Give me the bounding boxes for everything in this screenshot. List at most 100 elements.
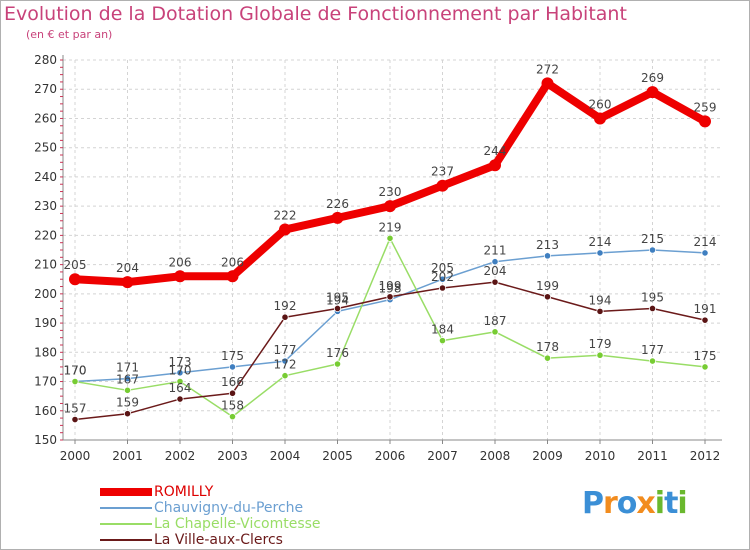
data-label: 199 [379,279,402,293]
data-point [226,270,239,283]
logo-letter: i [677,486,687,521]
legend-item: ROMILLY [100,484,400,500]
data-point [543,252,552,260]
y-tick-label: 280 [34,53,57,67]
proxiti-logo: Proxiti [582,486,688,521]
data-point [699,115,711,128]
data-label: 269 [641,71,664,85]
data-point [489,159,501,172]
plot-area [63,60,722,440]
data-point [228,389,237,397]
data-label: 172 [274,358,297,372]
data-label: 237 [431,165,454,179]
data-label: 205 [431,261,454,275]
data-label: 157 [64,402,87,416]
data-point [71,377,79,386]
data-point [543,293,552,301]
x-tick-label: 2012 [690,449,721,463]
data-point [123,410,132,418]
data-point [281,313,289,321]
data-point [176,395,184,403]
data-label: 213 [536,238,559,252]
data-point [438,284,447,292]
logo-letter: x [636,486,655,521]
data-point [438,275,447,283]
chart-subtitle: (en € et par an) [26,28,113,41]
data-point [281,357,289,365]
data-point [386,234,394,242]
data-label: 205 [64,258,87,272]
y-tick-label: 260 [34,111,57,125]
data-label: 219 [379,220,402,234]
data-label: 177 [641,343,664,357]
data-label: 159 [116,396,139,410]
data-point [174,270,186,283]
x-tick-label: 2010 [585,449,616,463]
data-label: 187 [484,314,507,328]
data-point [228,413,237,421]
data-point [279,223,291,236]
chart-legend: ROMILLY Chauvigny-du-Perche La Chapelle-Vi… [100,484,400,548]
legend-item: Chauvigny-du-Perche [100,500,400,516]
data-label: 260 [589,97,612,111]
data-label: 170 [64,364,87,378]
x-tick-label: 2006 [375,449,406,463]
data-label: 175 [221,349,244,363]
legend-label: La Chapelle-Vicomtesse [154,516,321,532]
logo-letter: P [582,486,604,521]
data-point [596,249,604,257]
x-tick-label: 2008 [480,449,511,463]
data-point [123,386,132,394]
data-label: 176 [326,346,349,360]
data-point [436,179,449,192]
data-point [123,375,132,383]
legend-label: Chauvigny-du-Perche [154,500,304,516]
legend-swatch [100,523,152,525]
data-label: 222 [274,209,297,223]
data-label: 184 [431,323,454,337]
y-tick-label: 210 [34,258,57,272]
data-label: 259 [694,100,717,114]
legend-label: La Ville-aux-Clercs [154,532,283,548]
data-label: 178 [536,340,559,354]
data-point [333,360,342,368]
data-point [491,258,499,266]
x-tick-label: 2005 [322,449,353,463]
legend-label: ROMILLY [154,484,214,500]
data-label: 272 [536,62,559,76]
data-label: 177 [274,343,297,357]
data-label: 226 [326,197,349,211]
data-label: 195 [326,290,349,304]
data-point [646,86,659,99]
data-point [438,337,447,345]
data-label: 204 [484,264,507,278]
data-label: 194 [326,293,349,307]
logo-letter: i [654,486,665,521]
data-point [701,363,709,371]
data-label: 214 [694,235,717,249]
y-tick-label: 270 [34,82,57,96]
data-point [541,77,554,90]
x-tick-label: 2000 [60,449,91,463]
x-tick-label: 2003 [217,449,248,463]
data-label: 206 [221,255,244,269]
y-tick-label: 150 [34,433,57,447]
data-point [386,293,394,301]
data-point [701,316,709,324]
chart-title: Evolution de la Dotation Globale de Fonc… [4,3,627,25]
data-label: 173 [169,355,192,369]
data-point [594,112,606,125]
data-label: 170 [64,364,87,378]
legend-item: La Chapelle-Vicomtesse [100,516,400,532]
data-label: 194 [589,293,612,307]
y-tick-label: 230 [34,199,57,213]
data-point [701,249,709,257]
data-point [121,276,134,289]
y-tick-label: 250 [34,141,57,155]
x-tick-label: 2011 [637,449,668,463]
data-label: 230 [379,185,402,199]
x-tick-label: 2004 [270,449,301,463]
legend-swatch [100,539,152,541]
data-label: 158 [221,399,244,413]
data-label: 166 [221,375,244,389]
